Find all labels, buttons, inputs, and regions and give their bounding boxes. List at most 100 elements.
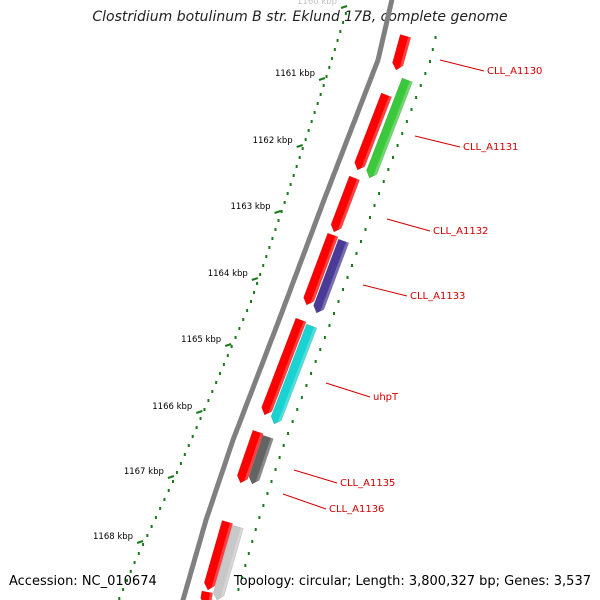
kbp-label: 1163 kbp [231, 202, 271, 212]
cds-feature[interactable] [235, 429, 264, 485]
dotted-tick [396, 144, 399, 147]
dotted-tick [237, 588, 240, 591]
dotted-tick [250, 300, 252, 303]
dotted-tick [274, 468, 277, 471]
kbp-label: 1161 kbp [275, 69, 315, 79]
dotted-tick [278, 456, 281, 459]
dotted-tick [419, 84, 422, 87]
cds-feature[interactable] [200, 590, 214, 600]
dotted-tick [295, 165, 298, 168]
gene-label[interactable]: CLL_A1136 [329, 504, 384, 515]
kbp-label: 1168 kbp [93, 532, 133, 542]
dotted-tick [274, 228, 277, 231]
dotted-tick [207, 399, 210, 402]
kbp-label: 1166 kbp [152, 402, 192, 412]
gene-feature-cll-a1133[interactable] [311, 238, 350, 315]
dotted-tick [256, 282, 259, 285]
dotted-tick [195, 426, 198, 429]
dotted-tick [287, 432, 290, 435]
dotted-tick [415, 96, 418, 99]
dotted-tick [316, 102, 319, 105]
gene-feature-uhpt[interactable] [269, 323, 318, 426]
cds-feature[interactable] [329, 175, 360, 234]
cds-feature[interactable] [203, 520, 234, 591]
cds-feature[interactable] [352, 92, 392, 172]
dotted-tick [346, 276, 349, 279]
dotted-tick [219, 372, 222, 375]
dotted-tick [331, 57, 334, 60]
cds-feature[interactable] [301, 232, 339, 307]
dotted-tick [179, 462, 182, 465]
gene-label[interactable]: CLL_A1131 [463, 142, 518, 153]
dotted-tick [405, 120, 408, 123]
gene-label[interactable]: CLL_A1133 [410, 291, 465, 302]
dotted-tick [270, 480, 273, 483]
dotted-tick [238, 327, 241, 330]
dotted-tick [133, 561, 136, 564]
gene-feature-cll-a1135[interactable] [247, 434, 274, 486]
genome-summary: Topology: circular; Length: 3,800,327 bp… [233, 574, 591, 589]
dotted-tick [300, 396, 303, 399]
dotted-tick [337, 300, 340, 303]
dotted-tick [234, 336, 237, 339]
dotted-tick [373, 204, 376, 207]
gene-features [200, 34, 413, 600]
gene-label[interactable]: CLL_A1135 [340, 478, 395, 489]
dotted-tick [391, 156, 394, 159]
dotted-tick [301, 147, 304, 150]
kbp-tick-mark [136, 540, 144, 544]
dotted-tick [282, 444, 285, 447]
dotted-tick [199, 417, 202, 420]
dotted-tick [410, 108, 413, 111]
gene-feature-cll-a1136[interactable] [212, 525, 244, 600]
dotted-tick [351, 264, 353, 267]
dotted-tick [154, 516, 157, 519]
dotted-tick [364, 228, 367, 231]
dotted-tick [191, 435, 194, 438]
dotted-tick [310, 120, 313, 123]
dotted-tick [122, 588, 125, 591]
dotted-tick [289, 183, 292, 186]
dotted-tick [253, 291, 256, 294]
gene-label[interactable]: CLL_A1132 [433, 226, 488, 237]
kbp-tick-mark [195, 410, 203, 414]
dotted-tick [159, 507, 162, 510]
dotted-tick [333, 312, 335, 315]
kbp-tick-mark [340, 5, 348, 9]
gene-label-leader [325, 382, 371, 398]
gene-feature-cll-a1131[interactable] [364, 77, 413, 180]
cds-feature[interactable] [391, 34, 412, 72]
kbp-tick-mark [318, 77, 326, 81]
kbp-label: 1162 kbp [253, 136, 293, 146]
dotted-tick [146, 534, 149, 537]
dotted-tick [325, 75, 328, 78]
dotted-tick [305, 384, 308, 387]
kbp-label: 1160 kbp [297, 0, 337, 7]
kbp-tick-mark [251, 277, 259, 281]
dotted-tick [314, 360, 317, 363]
gene-label-leader [386, 218, 431, 232]
dotted-tick [262, 264, 265, 267]
kbp-tick-mark [296, 144, 303, 148]
dotted-tick [118, 597, 121, 600]
dotted-tick [344, 12, 347, 15]
dotted-tick [319, 348, 322, 351]
dotted-tick [203, 408, 206, 411]
dotted-tick [322, 84, 325, 87]
kbp-tick-mark [224, 343, 232, 347]
dotted-tick [323, 336, 326, 339]
dotted-tick [360, 240, 362, 243]
genome-backbone [180, 0, 395, 600]
dotted-tick [378, 192, 381, 195]
dotted-tick [424, 72, 427, 75]
dotted-tick [283, 201, 286, 204]
dotted-tick [387, 168, 390, 171]
gene-label[interactable]: uhpT [373, 392, 399, 403]
kbp-label: 1164 kbp [208, 269, 248, 279]
dotted-tick [183, 453, 186, 456]
dotted-tick [150, 525, 153, 528]
cds-feature[interactable] [259, 317, 307, 417]
gene-label[interactable]: CLL_A1130 [487, 66, 542, 77]
dotted-tick [129, 570, 132, 573]
dotted-tick [339, 30, 342, 33]
